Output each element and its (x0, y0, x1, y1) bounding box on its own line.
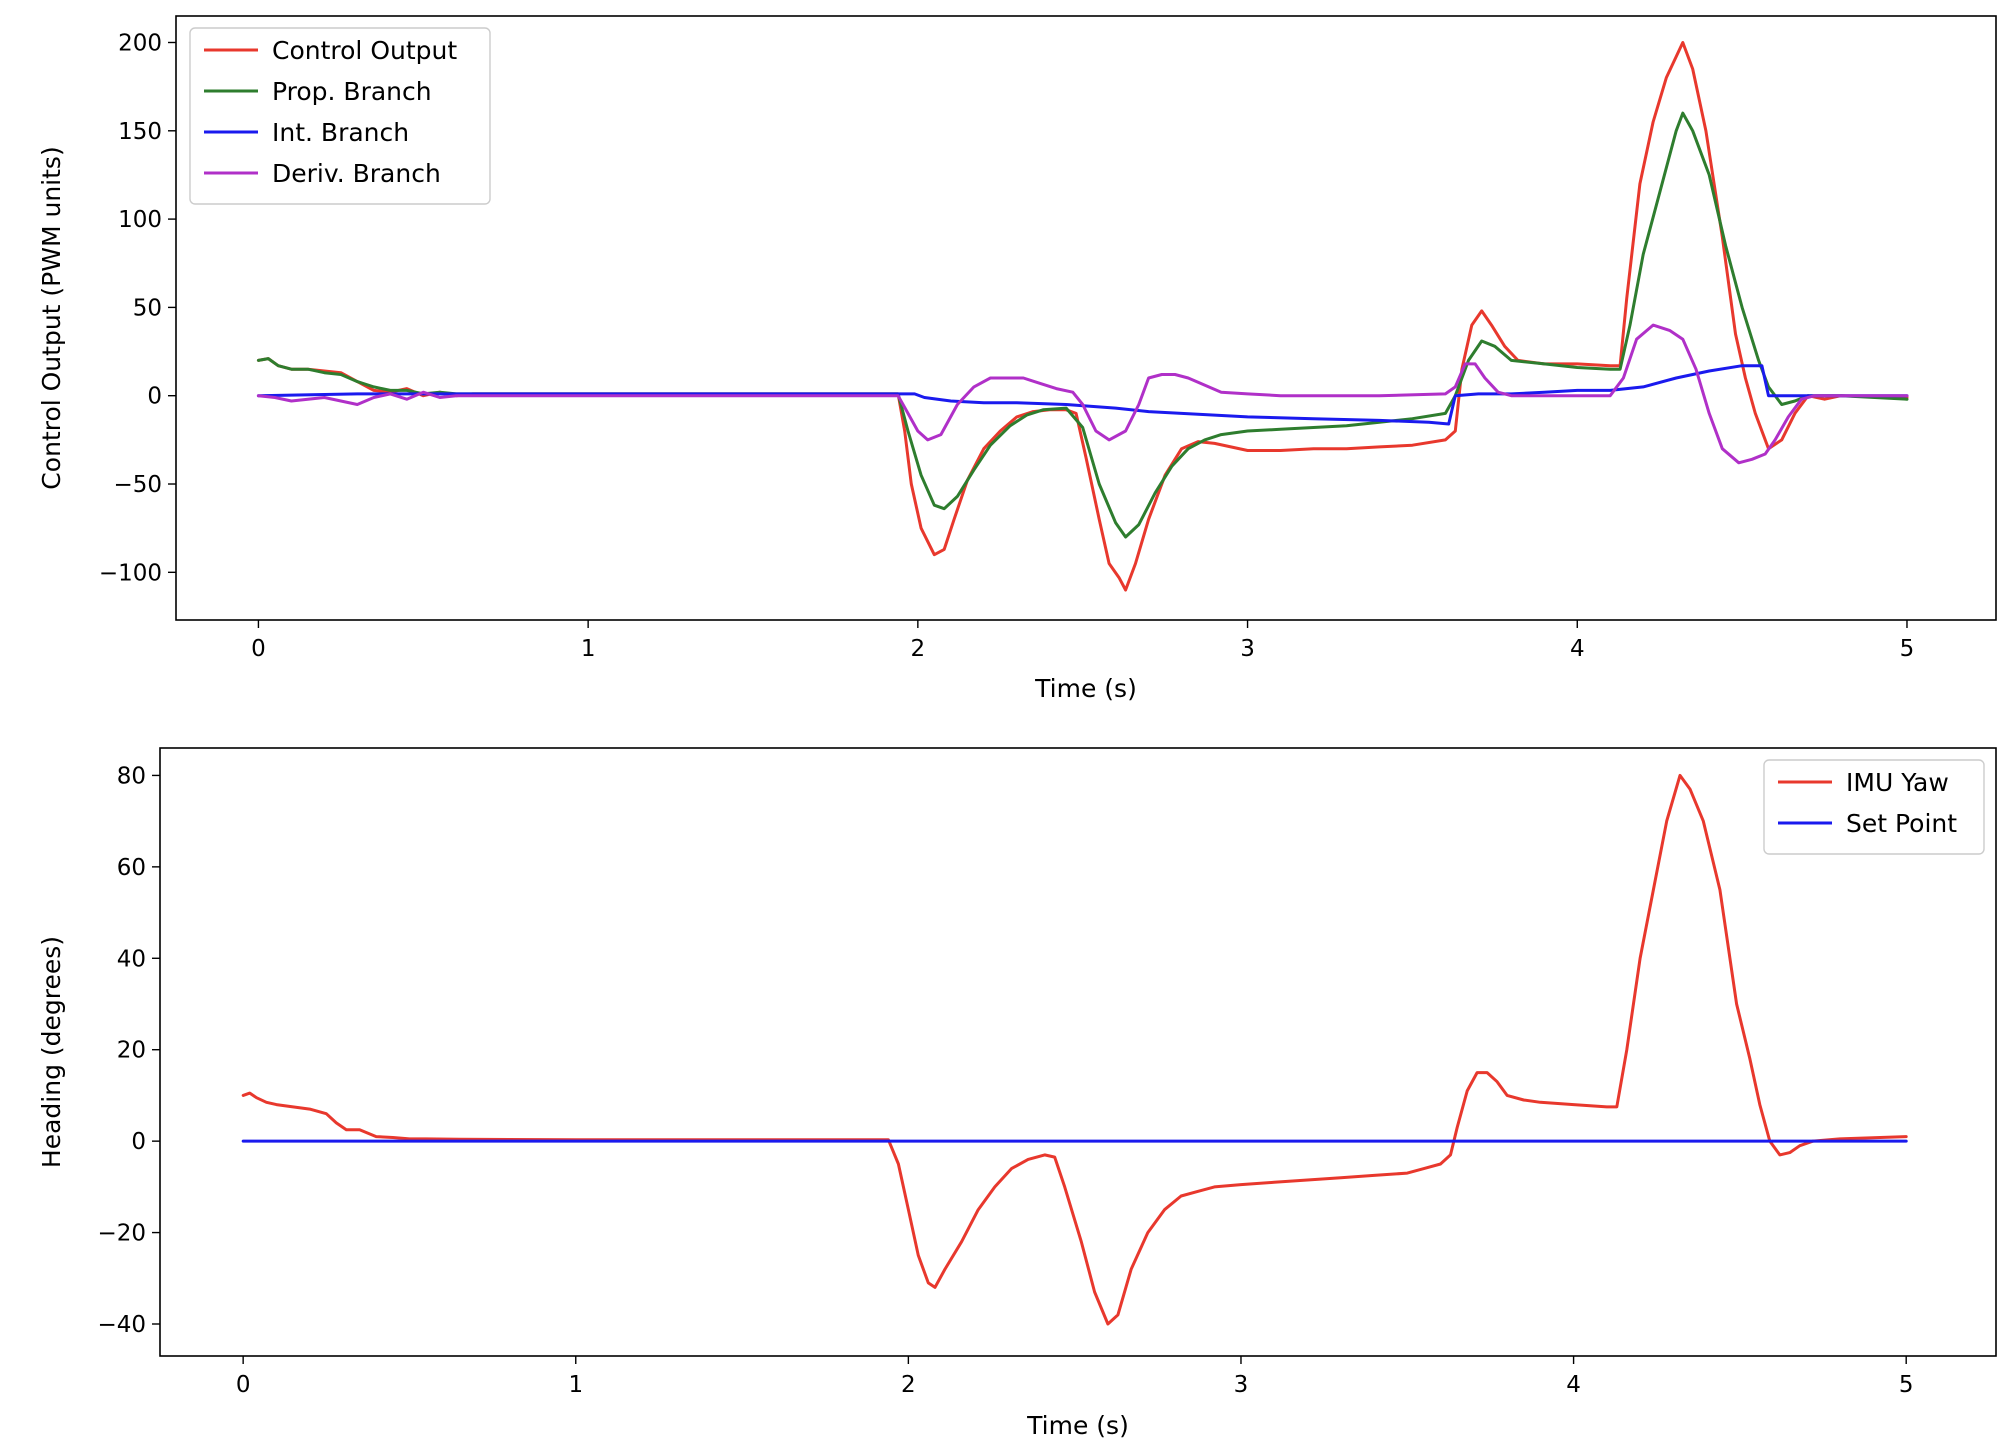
series-line-deriv-branch (256, 323, 1909, 465)
heading-chart: −40 −20 0 20 40 60 80 0 1 2 3 4 5 Time (s) Heading … (37, 747, 1997, 1440)
legend-label-int-branch: Int. Branch (272, 118, 409, 147)
y-tick-label: 60 (117, 855, 146, 881)
plot-area-frame (175, 15, 1997, 621)
y-tick-label: −40 (97, 1312, 146, 1338)
x-tick-label: 4 (1566, 1372, 1581, 1398)
x-tick-label: 5 (1900, 636, 1915, 662)
plot-lines (241, 773, 1908, 1326)
y-tick-label: 80 (117, 763, 146, 789)
legend-label-deriv-branch: Deriv. Branch (272, 159, 441, 188)
y-axis-label: Control Output (PWM units) (37, 146, 66, 489)
legend-label-imu-yaw: IMU Yaw (1846, 768, 1949, 797)
x-axis-ticks: 0 1 2 3 4 5 (251, 620, 1914, 662)
y-axis-label: Heading (degrees) (37, 936, 66, 1168)
y-tick-label: −50 (113, 472, 162, 498)
y-axis-ticks: −40 −20 0 20 40 60 80 (97, 763, 160, 1338)
plot-lines (256, 41, 1909, 592)
series-line-int-branch (256, 364, 1909, 426)
x-tick-label: 0 (251, 636, 266, 662)
x-tick-label: 1 (581, 636, 596, 662)
legend-label-set-point: Set Point (1846, 809, 1957, 838)
legend: Control Output Prop. Branch Int. Branch Der… (189, 27, 491, 205)
y-tick-label: 150 (118, 119, 162, 145)
y-tick-label: −100 (99, 560, 162, 586)
legend-box (189, 27, 491, 205)
legend-label-prop-branch: Prop. Branch (272, 77, 432, 106)
x-tick-label: 1 (568, 1372, 583, 1398)
x-tick-label: 0 (236, 1372, 251, 1398)
plot-area-frame (159, 747, 1997, 1357)
y-axis-ticks: −100 −50 0 50 100 150 200 (99, 30, 176, 586)
y-tick-label: 0 (147, 384, 162, 410)
x-axis-ticks: 0 1 2 3 4 5 (236, 1356, 1914, 1398)
y-tick-label: 100 (118, 207, 162, 233)
x-tick-label: 4 (1570, 636, 1585, 662)
y-tick-label: 200 (118, 30, 162, 56)
y-tick-label: −20 (97, 1221, 146, 1247)
x-axis-label: Time (s) (1026, 1411, 1129, 1440)
legend-label-control-output: Control Output (272, 36, 457, 65)
series-line-prop-branch (256, 111, 1909, 539)
legend: IMU Yaw Set Point (1763, 759, 1985, 855)
control-output-chart: −100 −50 0 50 100 150 200 0 1 2 3 4 5 Time (s) Cont… (37, 15, 1997, 703)
series-line-imu-yaw (241, 773, 1908, 1326)
series-line-control-output (256, 41, 1909, 592)
x-axis-label: Time (s) (1034, 674, 1137, 703)
x-tick-label: 3 (1240, 636, 1255, 662)
y-tick-label: 40 (117, 946, 146, 972)
y-tick-label: 0 (131, 1129, 146, 1155)
x-tick-label: 5 (1899, 1372, 1914, 1398)
x-tick-label: 3 (1234, 1372, 1249, 1398)
x-tick-label: 2 (901, 1372, 916, 1398)
x-tick-label: 2 (911, 636, 926, 662)
y-tick-label: 50 (133, 295, 162, 321)
y-tick-label: 20 (117, 1038, 146, 1064)
